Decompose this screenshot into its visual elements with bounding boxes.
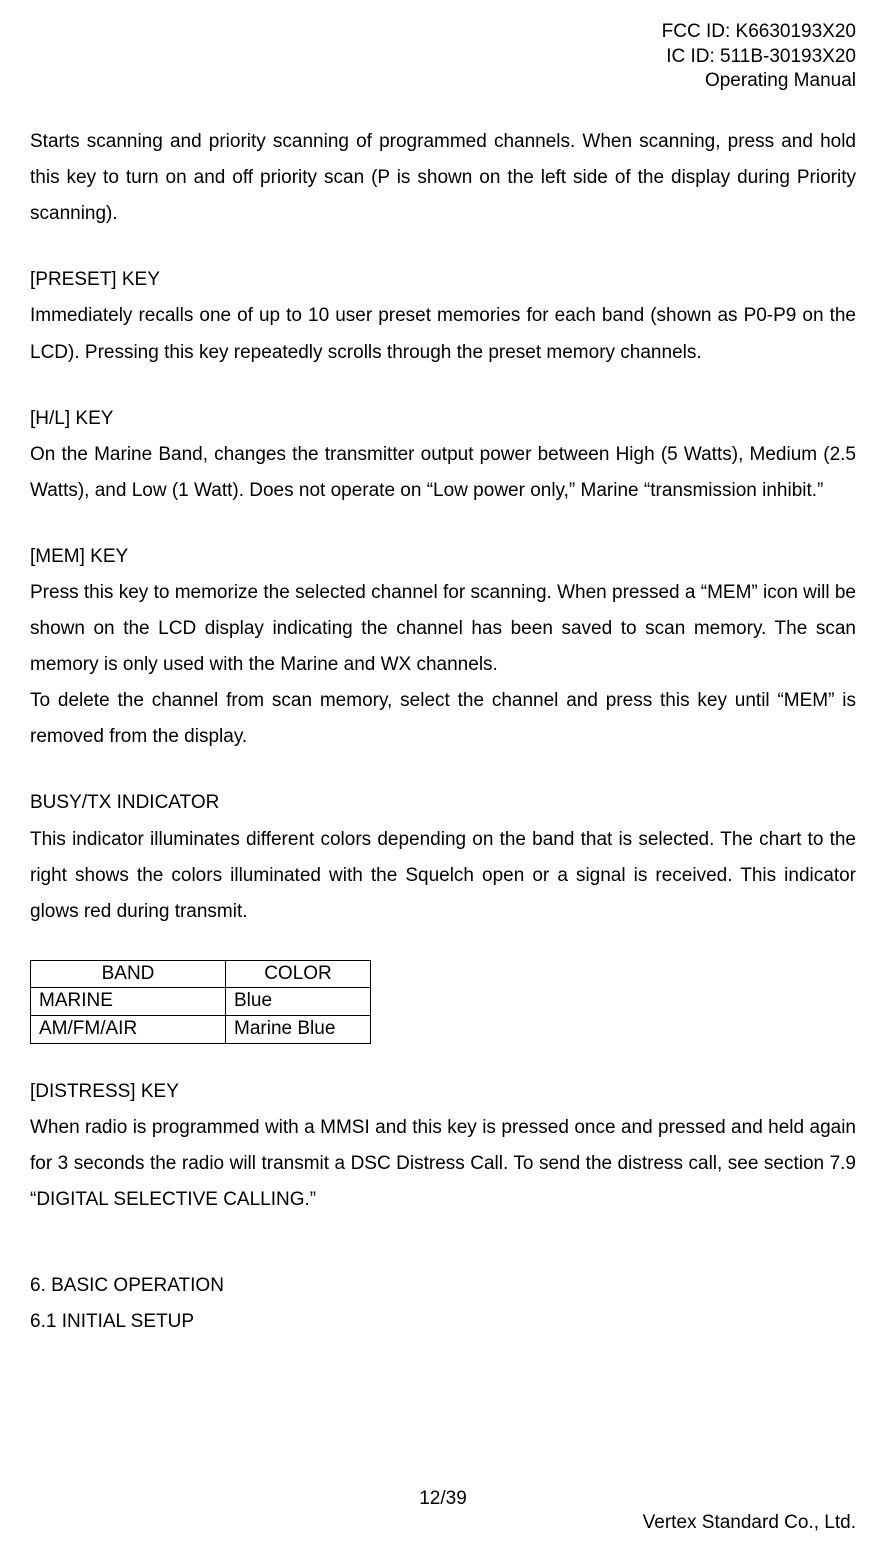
section-6-heading: 6. BASIC OPERATION xyxy=(30,1268,856,1304)
document-header: FCC ID: K6630193X20 IC ID: 511B-30193X20… xyxy=(30,20,856,94)
busytx-section: BUSY/TX INDICATOR This indicator illumin… xyxy=(30,785,856,929)
hl-section: [H/L] KEY On the Marine Band, changes th… xyxy=(30,401,856,509)
mem-text-2: To delete the channel from scan memory, … xyxy=(30,683,856,755)
page-number: 12/39 xyxy=(30,1487,856,1512)
table-row: MARINE Blue xyxy=(31,988,371,1016)
table-cell: MARINE xyxy=(31,988,226,1016)
band-color-table: BAND COLOR MARINE Blue AM/FM/AIR Marine … xyxy=(30,960,371,1044)
table-row: AM/FM/AIR Marine Blue xyxy=(31,1016,371,1044)
busytx-text: This indicator illuminates different col… xyxy=(30,822,856,930)
mem-heading: [MEM] KEY xyxy=(30,539,856,575)
section-6: 6. BASIC OPERATION 6.1 INITIAL SETUP xyxy=(30,1268,856,1340)
table-cell: Marine Blue xyxy=(226,1016,371,1044)
intro-paragraph: Starts scanning and priority scanning of… xyxy=(30,124,856,232)
table-header-band: BAND xyxy=(31,960,226,988)
distress-section: [DISTRESS] KEY When radio is programmed … xyxy=(30,1074,856,1218)
preset-text: Immediately recalls one of up to 10 user… xyxy=(30,298,856,370)
fcc-id: FCC ID: K6630193X20 xyxy=(30,20,856,45)
preset-section: [PRESET] KEY Immediately recalls one of … xyxy=(30,262,856,370)
document-footer: 12/39 Vertex Standard Co., Ltd. xyxy=(30,1487,856,1536)
company-name: Vertex Standard Co., Ltd. xyxy=(30,1511,856,1536)
ic-id: IC ID: 511B-30193X20 xyxy=(30,45,856,70)
hl-heading: [H/L] KEY xyxy=(30,401,856,437)
mem-section: [MEM] KEY Press this key to memorize the… xyxy=(30,539,856,756)
doc-type: Operating Manual xyxy=(30,69,856,94)
table-header-row: BAND COLOR xyxy=(31,960,371,988)
distress-heading: [DISTRESS] KEY xyxy=(30,1074,856,1110)
distress-text: When radio is programmed with a MMSI and… xyxy=(30,1110,856,1218)
preset-heading: [PRESET] KEY xyxy=(30,262,856,298)
section-6-1-heading: 6.1 INITIAL SETUP xyxy=(30,1304,856,1340)
hl-text: On the Marine Band, changes the transmit… xyxy=(30,437,856,509)
busytx-heading: BUSY/TX INDICATOR xyxy=(30,785,856,821)
table-cell: AM/FM/AIR xyxy=(31,1016,226,1044)
mem-text-1: Press this key to memorize the selected … xyxy=(30,575,856,683)
table-cell: Blue xyxy=(226,988,371,1016)
table-header-color: COLOR xyxy=(226,960,371,988)
